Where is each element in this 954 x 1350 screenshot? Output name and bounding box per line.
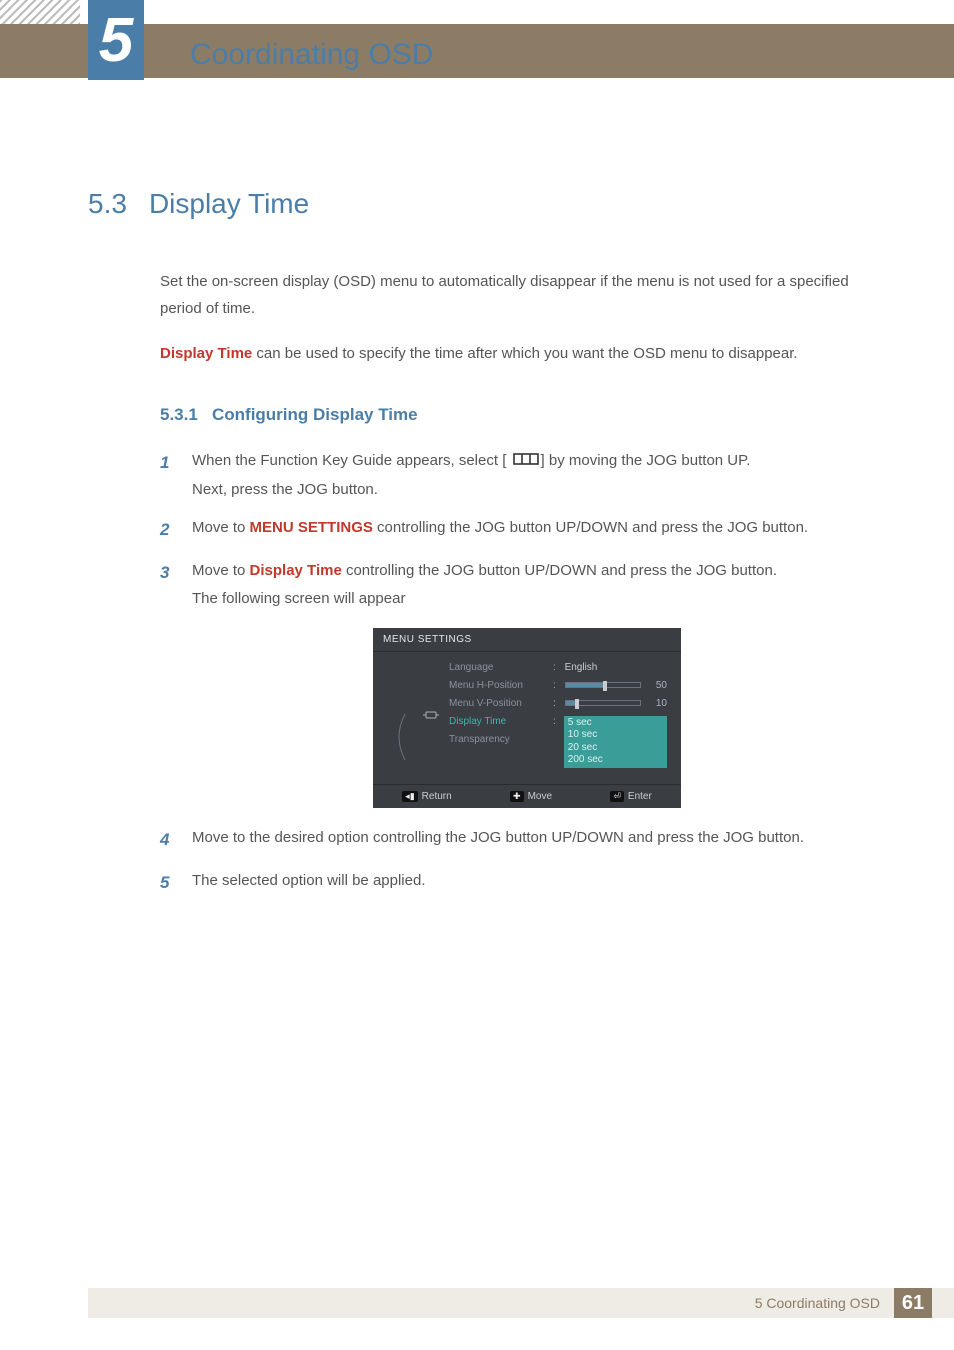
footer-label: 5 Coordinating OSD xyxy=(755,1295,880,1311)
jog-arc-icon xyxy=(391,712,409,762)
osd-option-10sec: 10 sec xyxy=(564,729,667,742)
step-3b: controlling the JOG button UP/DOWN and p… xyxy=(342,562,777,579)
step-3a: Move to xyxy=(192,562,250,579)
step-number-2: 2 xyxy=(160,514,174,546)
step-number-4: 4 xyxy=(160,824,174,856)
subsection-number: 5.3.1 xyxy=(160,405,198,424)
section-title: Display Time xyxy=(149,188,309,220)
osd-value-hpos: 50 xyxy=(656,680,667,691)
osd-option-20sec: 20 sec xyxy=(564,742,667,755)
osd-label-hpos: Menu H-Position xyxy=(449,680,543,691)
enter-key-icon: ⏎ xyxy=(610,791,624,803)
highlight-display-time: Display Time xyxy=(160,345,252,362)
osd-value-language: English xyxy=(565,662,598,673)
step-1: When the Function Key Guide appears, sel… xyxy=(192,447,894,504)
osd-slider-hpos xyxy=(565,682,642,688)
osd-footer-return: Return xyxy=(422,791,452,802)
menu-icon xyxy=(513,447,539,476)
step-2: Move to MENU SETTINGS controlling the JO… xyxy=(192,514,894,546)
osd-dropdown-display-time: 5 sec 10 sec 20 sec 200 sec xyxy=(564,716,667,768)
osd-option-200sec: 200 sec xyxy=(564,754,667,767)
step-4: Move to the desired option controlling t… xyxy=(192,824,894,856)
step-1a: When the Function Key Guide appears, sel… xyxy=(192,452,502,469)
step-2b: controlling the JOG button UP/DOWN and p… xyxy=(373,519,808,536)
osd-label-display-time: Display Time xyxy=(449,716,543,727)
osd-label-transparency: Transparency xyxy=(449,734,543,745)
osd-footer-move: Move xyxy=(528,791,552,802)
jog-indicator-icon xyxy=(423,709,439,721)
step-2-highlight: MENU SETTINGS xyxy=(250,519,373,536)
step-3-highlight: Display Time xyxy=(250,562,342,579)
step-number-5: 5 xyxy=(160,867,174,899)
step-1b: by moving the JOG button UP. xyxy=(549,452,751,469)
osd-option-5sec: 5 sec xyxy=(564,717,667,730)
intro-p2-rest: can be used to specify the time after wh… xyxy=(252,345,797,362)
subsection-title: Configuring Display Time xyxy=(212,405,418,424)
footer-page-number: 61 xyxy=(894,1288,932,1318)
step-number-1: 1 xyxy=(160,447,174,504)
move-key-icon: ✚ xyxy=(510,791,524,803)
osd-title: MENU SETTINGS xyxy=(373,628,681,652)
osd-label-vpos: Menu V-Position xyxy=(449,698,543,709)
step-2a: Move to xyxy=(192,519,250,536)
page-footer: 5 Coordinating OSD 61 xyxy=(0,1288,954,1318)
section-number: 5.3 xyxy=(88,188,127,220)
chapter-number-badge: 5 xyxy=(88,0,144,80)
step-3: Move to Display Time controlling the JOG… xyxy=(192,557,894,614)
intro-paragraph-2: Display Time can be used to specify the … xyxy=(160,340,894,367)
chapter-title: Coordinating OSD xyxy=(190,38,433,72)
osd-footer-enter: Enter xyxy=(628,791,652,802)
osd-slider-vpos xyxy=(565,700,642,706)
osd-screenshot: MENU SETTINGS Language Menu H-Position M… xyxy=(373,628,681,809)
osd-footer: ◂▮ Return ✚ Move ⏎ Enter xyxy=(373,784,681,809)
osd-value-vpos: 10 xyxy=(656,698,667,709)
intro-paragraph-1: Set the on-screen display (OSD) menu to … xyxy=(160,268,894,322)
step-1c: Next, press the JOG button. xyxy=(192,481,378,498)
step-number-3: 3 xyxy=(160,557,174,614)
step-5: The selected option will be applied. xyxy=(192,867,894,899)
osd-label-language: Language xyxy=(449,662,543,673)
step-3c: The following screen will appear xyxy=(192,590,405,607)
return-key-icon: ◂▮ xyxy=(402,791,417,803)
